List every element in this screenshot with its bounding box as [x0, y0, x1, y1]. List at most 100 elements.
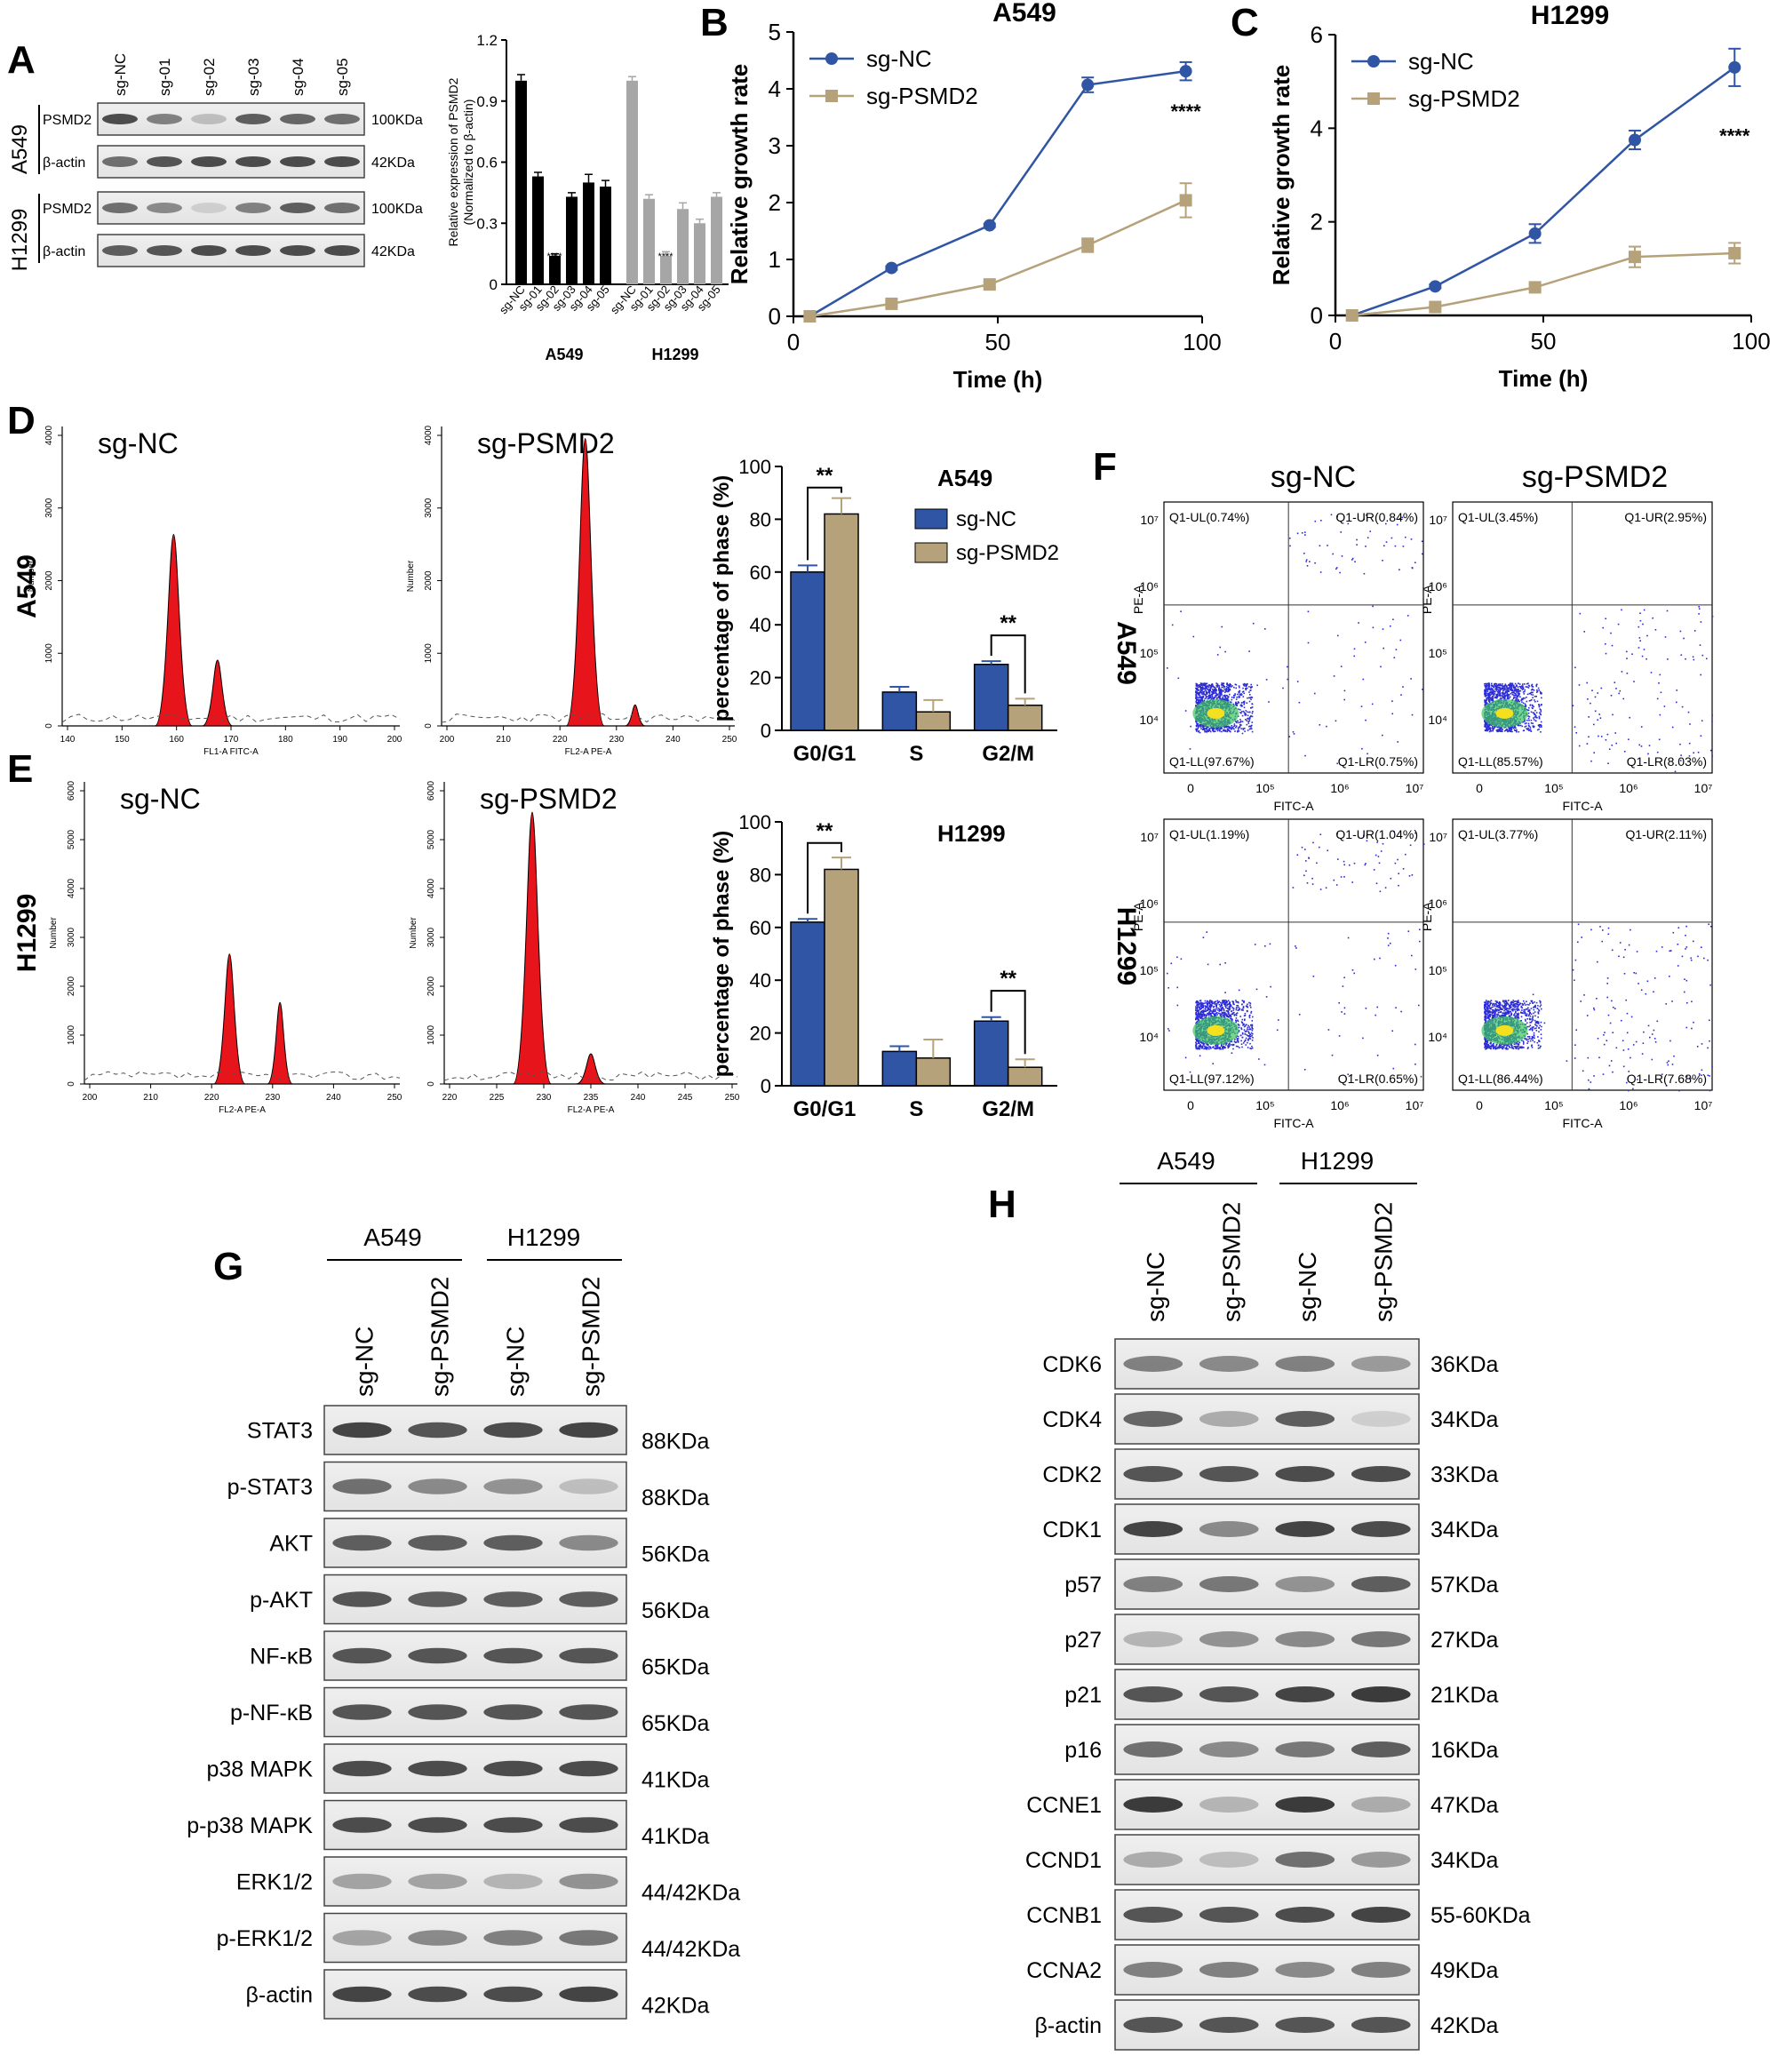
event-dot	[1229, 693, 1231, 696]
event-dot	[1484, 721, 1486, 722]
category-label: G0/G1	[793, 742, 857, 766]
event-dot	[1249, 687, 1252, 689]
event-dot	[1237, 1009, 1239, 1011]
event-dot	[1518, 730, 1520, 733]
event-dot	[1235, 727, 1237, 729]
event-dot	[1526, 682, 1528, 685]
y-tick-label: 4	[769, 76, 781, 102]
event-dot	[1419, 928, 1421, 930]
event-dot	[1201, 1002, 1203, 1004]
event-dot	[1347, 522, 1350, 525]
event-dot	[1525, 725, 1527, 728]
event-dot	[1528, 729, 1531, 731]
event-dot	[1199, 1016, 1202, 1018]
event-dot	[1208, 692, 1211, 695]
event-dot	[1242, 1042, 1245, 1044]
event-dot	[1208, 1012, 1211, 1015]
event-dot	[1527, 722, 1530, 725]
event-dot	[1488, 726, 1490, 729]
event-dot	[1216, 1044, 1219, 1047]
event-dot	[1491, 691, 1493, 693]
y-tick-label: 20	[750, 667, 771, 689]
event-dot	[1492, 728, 1494, 729]
event-dot	[1198, 1011, 1199, 1013]
scatter-plot: Q1-UL(3.77%) Q1-UR(2.11%)Q1-LL(86.44%) Q1-…	[1420, 818, 1713, 1130]
blot-strip	[97, 191, 365, 225]
event-dot	[1485, 726, 1486, 728]
event-dot	[1685, 657, 1686, 660]
event-dot	[1216, 1014, 1218, 1016]
event-dot	[1638, 647, 1640, 649]
event-dot	[1700, 673, 1701, 676]
event-dot	[1239, 721, 1242, 722]
event-dot	[1319, 545, 1321, 546]
event-dot	[1488, 724, 1491, 727]
event-dot	[1347, 936, 1350, 939]
event-dot	[1216, 729, 1219, 732]
event-dot	[1518, 683, 1521, 685]
event-dot	[1221, 689, 1223, 692]
event-dot	[1674, 770, 1677, 773]
event-dot	[1215, 695, 1217, 697]
x-tick-label: 140	[60, 735, 76, 745]
event-dot	[1639, 640, 1641, 642]
event-dot	[1203, 728, 1206, 730]
event-dot	[1251, 1020, 1254, 1022]
event-dot	[1240, 728, 1242, 729]
event-dot	[1496, 1048, 1499, 1049]
event-dot	[1487, 729, 1489, 731]
event-dot	[1241, 721, 1244, 722]
event-dot	[1354, 561, 1356, 562]
event-dot	[1199, 1003, 1200, 1006]
event-dot	[1248, 1032, 1250, 1034]
event-dot	[1486, 726, 1489, 729]
molecular-weight-label: 100KDa	[371, 113, 423, 128]
event-dot	[1246, 1024, 1247, 1026]
event-dot	[1391, 1030, 1393, 1032]
event-dot	[1361, 747, 1363, 750]
event-dot	[1486, 690, 1489, 692]
event-dot	[1640, 745, 1643, 747]
event-dot	[1498, 694, 1501, 696]
y-tick-label: 3000	[424, 498, 434, 518]
blot-band	[191, 245, 227, 256]
y-tick-label: 0	[44, 723, 54, 729]
event-dot	[1217, 1000, 1220, 1003]
event-dot	[1211, 728, 1214, 730]
event-dot	[1598, 713, 1600, 715]
event-dot	[1540, 692, 1542, 695]
event-dot	[1215, 689, 1217, 692]
event-dot	[1581, 936, 1582, 938]
event-dot	[1698, 608, 1701, 610]
event-dot	[1251, 1024, 1254, 1027]
event-dot	[1195, 1001, 1198, 1004]
event-dot	[1410, 678, 1412, 680]
event-dot	[1220, 730, 1223, 733]
event-dot	[1224, 1014, 1227, 1016]
event-dot	[1224, 689, 1226, 691]
event-dot	[1231, 1013, 1233, 1016]
event-dot	[1486, 693, 1489, 695]
event-dot	[1167, 1028, 1169, 1030]
event-dot	[1195, 1011, 1197, 1014]
event-dot	[1680, 654, 1683, 656]
event-dot	[1243, 706, 1246, 709]
event-dot	[1527, 724, 1530, 727]
event-dot	[1600, 687, 1603, 689]
event-dot	[1602, 626, 1604, 629]
event-dot	[1499, 684, 1501, 687]
event-dot	[1171, 624, 1174, 626]
event-dot	[1210, 1014, 1212, 1016]
event-dot	[1507, 690, 1509, 693]
event-dot	[1215, 727, 1217, 729]
event-dot	[1202, 727, 1205, 729]
event-dot	[1219, 1048, 1221, 1050]
event-dot	[1533, 705, 1534, 708]
event-dot	[1226, 1010, 1229, 1012]
event-dot	[1248, 1016, 1251, 1019]
event-dot	[1587, 698, 1589, 700]
event-dot	[1215, 689, 1217, 691]
event-dot	[1289, 538, 1291, 539]
event-dot	[1218, 1004, 1221, 1006]
event-dot	[1307, 610, 1310, 613]
